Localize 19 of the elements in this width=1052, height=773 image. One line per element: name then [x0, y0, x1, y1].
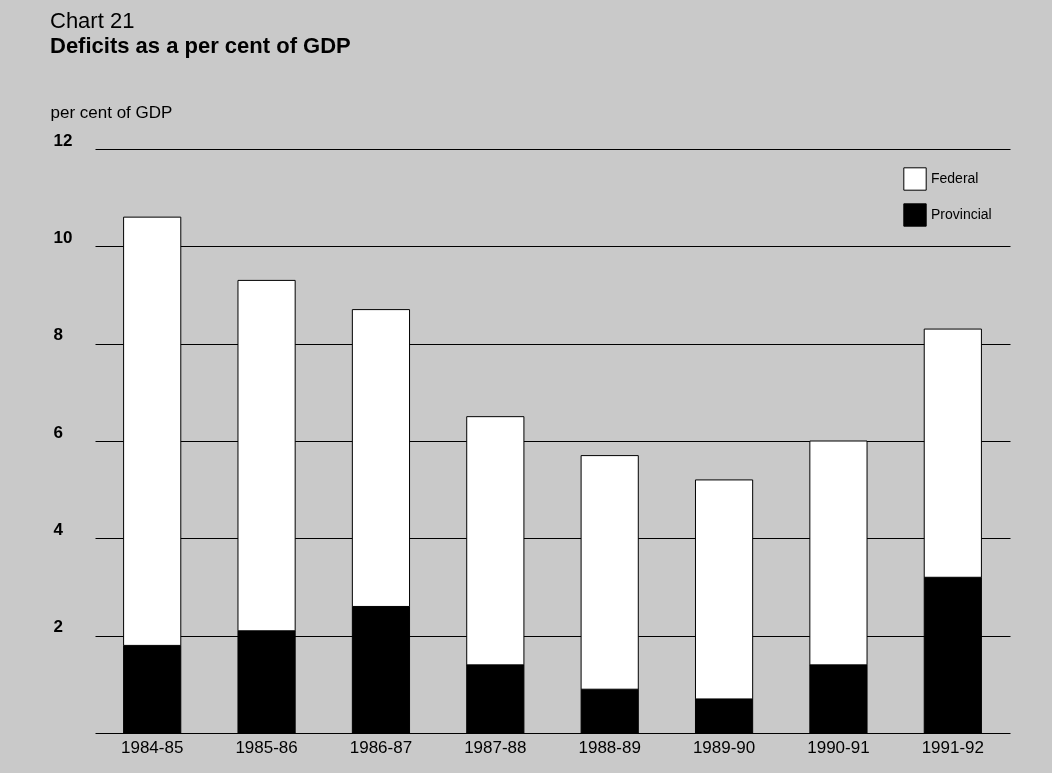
caption: Chart 21 — [50, 8, 135, 33]
x-tick-label: 1985-86 — [235, 737, 298, 757]
x-tick-label: 1986-87 — [349, 737, 413, 757]
y-tick-label: 2 — [53, 617, 63, 637]
x-tick-label: 1984-85 — [120, 737, 184, 757]
x-tick-label: 1991-92 — [921, 737, 985, 757]
y-tick-label: 4 — [53, 519, 64, 539]
y-tick-label: 8 — [53, 325, 63, 345]
x-tick-label: 1987-88 — [464, 737, 527, 757]
x-tick-label: 1988-89 — [578, 737, 641, 757]
y-axis-title: per cent of GDP — [50, 102, 173, 122]
x-tick-label: 1989-90 — [692, 737, 756, 757]
x-tick-label: 1990-91 — [807, 737, 870, 757]
legend-label: Federal — [931, 170, 979, 186]
chart-title: Deficits as a per cent of GDP — [50, 33, 351, 58]
y-tick-label: 10 — [53, 227, 73, 247]
y-tick-label: 12 — [53, 130, 73, 150]
legend-label: Provincial — [931, 206, 992, 222]
y-tick-label: 6 — [53, 422, 63, 442]
